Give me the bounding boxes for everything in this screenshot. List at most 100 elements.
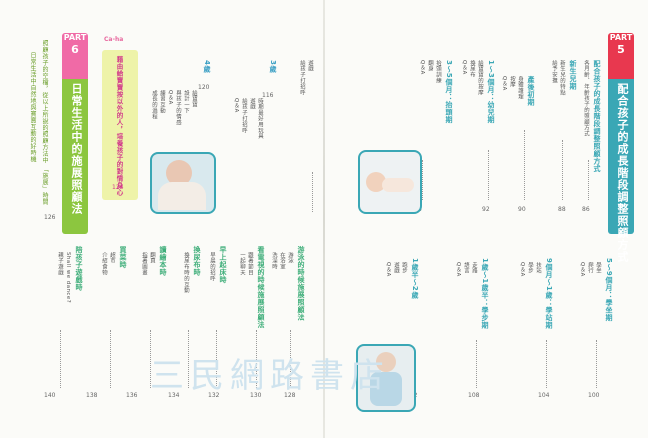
part-number: 6 (71, 43, 79, 56)
part-badge: PART 6 (62, 33, 88, 79)
col3-item: 時期最好用玩具 (257, 98, 263, 140)
part-badge: PART 5 (608, 33, 634, 79)
photo-figure (158, 182, 206, 210)
photo-toddler (356, 344, 416, 412)
watermark: 三民網路書店 (150, 356, 390, 396)
bottom-item: 指著圖畫 (141, 252, 147, 276)
col-item: 按摩 (509, 76, 515, 88)
bottom-item: 走路 (471, 262, 477, 274)
col-item: 給寶寶的按摩 (477, 60, 483, 96)
leader-dots (216, 330, 217, 388)
intro-line-1: 照顧孩子的空檔，從以上所說的照顧方法中 (41, 40, 48, 164)
leader-dots (60, 330, 61, 388)
part-label: PART (63, 33, 87, 42)
col-head[interactable]: 1～3個月：幼兒期 (487, 60, 495, 124)
bottom-item: 洗澡時 (271, 252, 277, 270)
col4-item: 成長的過程 (151, 90, 157, 120)
book-spine (323, 0, 325, 438)
col-page: 86 (582, 206, 590, 213)
tip-banner: Ca-ha 藉由給寶寶按以外的人，培養孩子的對情身心 124 (102, 36, 138, 200)
bottom-item: 翻頁 (149, 252, 155, 264)
col3-item: 給孩子打招呼 (241, 98, 247, 134)
col-item: 給予安撫 (551, 60, 557, 84)
col4-page: 120 (198, 84, 210, 91)
part-title: 配合孩子的成長階段調整照顧方式 (616, 83, 629, 263)
col-item: 抬頭訓練 (435, 60, 441, 84)
part-title: 日常生活中的施展照顧法 (70, 83, 83, 215)
leader-dots (150, 330, 151, 388)
part-label: PART (609, 33, 633, 42)
col4-item: Q＆A (167, 90, 173, 105)
photo-figure (166, 160, 192, 186)
bottom-head[interactable]: 9個月～1歲：學站期 (545, 258, 553, 329)
right-page: PART 5 配合孩子的成長階段調整照顧方式 配合孩子的成長階段調整照顧方式 各… (326, 0, 648, 438)
banner-title: 藉由給寶寶按以外的人，培養孩子的對情身心 (115, 56, 123, 196)
bottom-head[interactable]: 買菜時 (119, 246, 127, 269)
col-page: 90 (518, 206, 526, 213)
col3-item: Q＆A (233, 98, 239, 113)
bottom-item: 一起聊天 (239, 252, 245, 276)
col-item: Q＆A (501, 76, 507, 91)
col-item: 換尿布 (469, 60, 475, 78)
col-item: Q＆A (419, 60, 425, 75)
bottom-page: 138 (86, 392, 98, 399)
bottom-item: 語言 (463, 262, 469, 274)
bottom-head[interactable]: 換尿布時 (193, 246, 201, 276)
bottom-item: 超市 (109, 252, 115, 264)
bottom-page: 104 (538, 392, 550, 399)
bottom-head[interactable]: 看電視的時候施展照顧法 (257, 246, 265, 329)
col-head[interactable]: 配合孩子的成長階段調整照顧方式 (593, 60, 601, 173)
col-item: 翻身 (427, 60, 433, 72)
col3-item: 給孩子打招呼 (299, 60, 305, 96)
photo-baby-crawling (358, 150, 422, 214)
bottom-item: Q＆A (519, 262, 525, 277)
bottom-page: 136 (126, 392, 138, 399)
bottom-item: Q＆A (385, 262, 391, 277)
col-item: Q＆A (461, 60, 467, 75)
bottom-head[interactable]: 陪孩子遊戲時 (75, 246, 83, 291)
photo-figure (382, 178, 414, 192)
bottom-head[interactable]: 游泳的時候施展照顧法 (297, 246, 305, 321)
col3-page: 116 (262, 92, 274, 99)
col4-head[interactable]: 4歲 (203, 60, 211, 73)
col-item: 新生兒的特點 (559, 60, 565, 96)
bottom-item: 早晨的招呼 (209, 252, 215, 282)
bottom-item: 學步 (527, 262, 533, 274)
leader-dots (256, 330, 257, 388)
bottom-item: 扶站 (535, 262, 541, 274)
col3-head[interactable]: 3歲 (269, 60, 277, 73)
leader-dots (422, 160, 423, 200)
bottom-item: Shall we dance? (65, 252, 71, 304)
photo-mother-child (150, 152, 216, 214)
leader-dots (562, 140, 563, 200)
bottom-page: 134 (168, 392, 180, 399)
bottom-head[interactable]: 讀繪本時 (159, 246, 167, 276)
bottom-page: 100 (588, 392, 600, 399)
col-head[interactable]: 3～5個月：抬頭期 (445, 60, 453, 124)
col-item: 身體護理 (517, 76, 523, 100)
col-head[interactable]: 產後初期 (527, 76, 535, 106)
bottom-item: Q＆A (455, 262, 461, 277)
bottom-head[interactable]: 5～9個月：學坐期 (605, 258, 613, 322)
col3-item: 遊戲 (249, 98, 255, 110)
bottom-item: Q＆A (579, 262, 585, 277)
bottom-item: 游泳 (287, 252, 293, 264)
bottom-head[interactable]: 1歲半～2歲 (411, 258, 419, 299)
left-page: PART 6 日常生活中的施展照顧法 照顧孩子的空檔，從以上所說的照顧方法中 日… (0, 0, 322, 438)
bottom-head[interactable]: 1歲～1歲半：學步期 (481, 258, 489, 329)
col-page: 92 (482, 206, 490, 213)
col-head[interactable]: 新生兒期 (569, 60, 577, 90)
bottom-item: 遊戲 (393, 262, 399, 274)
bottom-item: 換尿布時的互動 (183, 252, 189, 294)
leader-dots (588, 160, 589, 200)
bottom-head[interactable]: 早上起床時 (219, 246, 227, 284)
leader-dots (476, 340, 477, 388)
bottom-page: 140 (44, 392, 56, 399)
leader-dots (546, 340, 547, 388)
intro-page: 126 (44, 214, 56, 221)
col3-item: 遊戲 (307, 60, 313, 72)
banner-page: 124 (112, 184, 124, 191)
photo-figure (366, 172, 386, 192)
part-title-tab: 日常生活中的施展照顧法 (62, 79, 88, 234)
